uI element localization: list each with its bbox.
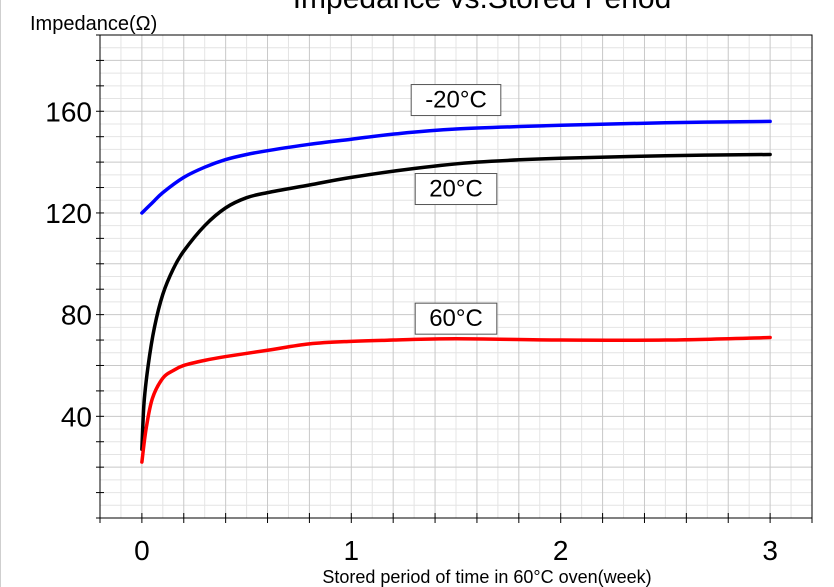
x-tick-label: 0 <box>134 535 150 566</box>
series-annotation: 20°C <box>414 173 498 206</box>
annotation-box <box>410 84 502 117</box>
series-annotation: 60°C <box>414 302 498 335</box>
annotation-label: 20°C <box>429 176 483 203</box>
series-annotation: -20°C <box>410 84 502 117</box>
y-tick-label: 120 <box>45 198 92 229</box>
annotation-box <box>414 173 498 206</box>
y-axis-title: Impedance(Ω) <box>30 13 157 35</box>
x-axis-title: Stored period of time in 60°C oven(week) <box>322 567 651 587</box>
series-line <box>140 119 772 215</box>
series-line <box>140 335 772 464</box>
y-tick-label: 160 <box>45 96 92 127</box>
series-line <box>140 152 772 452</box>
plot-area <box>99 34 813 519</box>
annotation-layer: -20°C 20°C 60°C <box>410 84 502 335</box>
chart-title: Impedance vs.Stored Period <box>293 0 672 15</box>
annotation-label: 60°C <box>429 305 483 332</box>
series-layer <box>140 119 772 464</box>
annotation-box <box>414 302 498 335</box>
annotation-label: -20°C <box>425 87 487 114</box>
axes: 0 1 2 3 40 80 120 160 <box>45 34 813 566</box>
y-tick-label: 80 <box>61 300 92 331</box>
x-tick-label: 1 <box>344 535 360 566</box>
x-tick-label: 2 <box>553 535 569 566</box>
y-tick-label: 40 <box>61 401 92 432</box>
x-tick-label: 3 <box>762 535 778 566</box>
